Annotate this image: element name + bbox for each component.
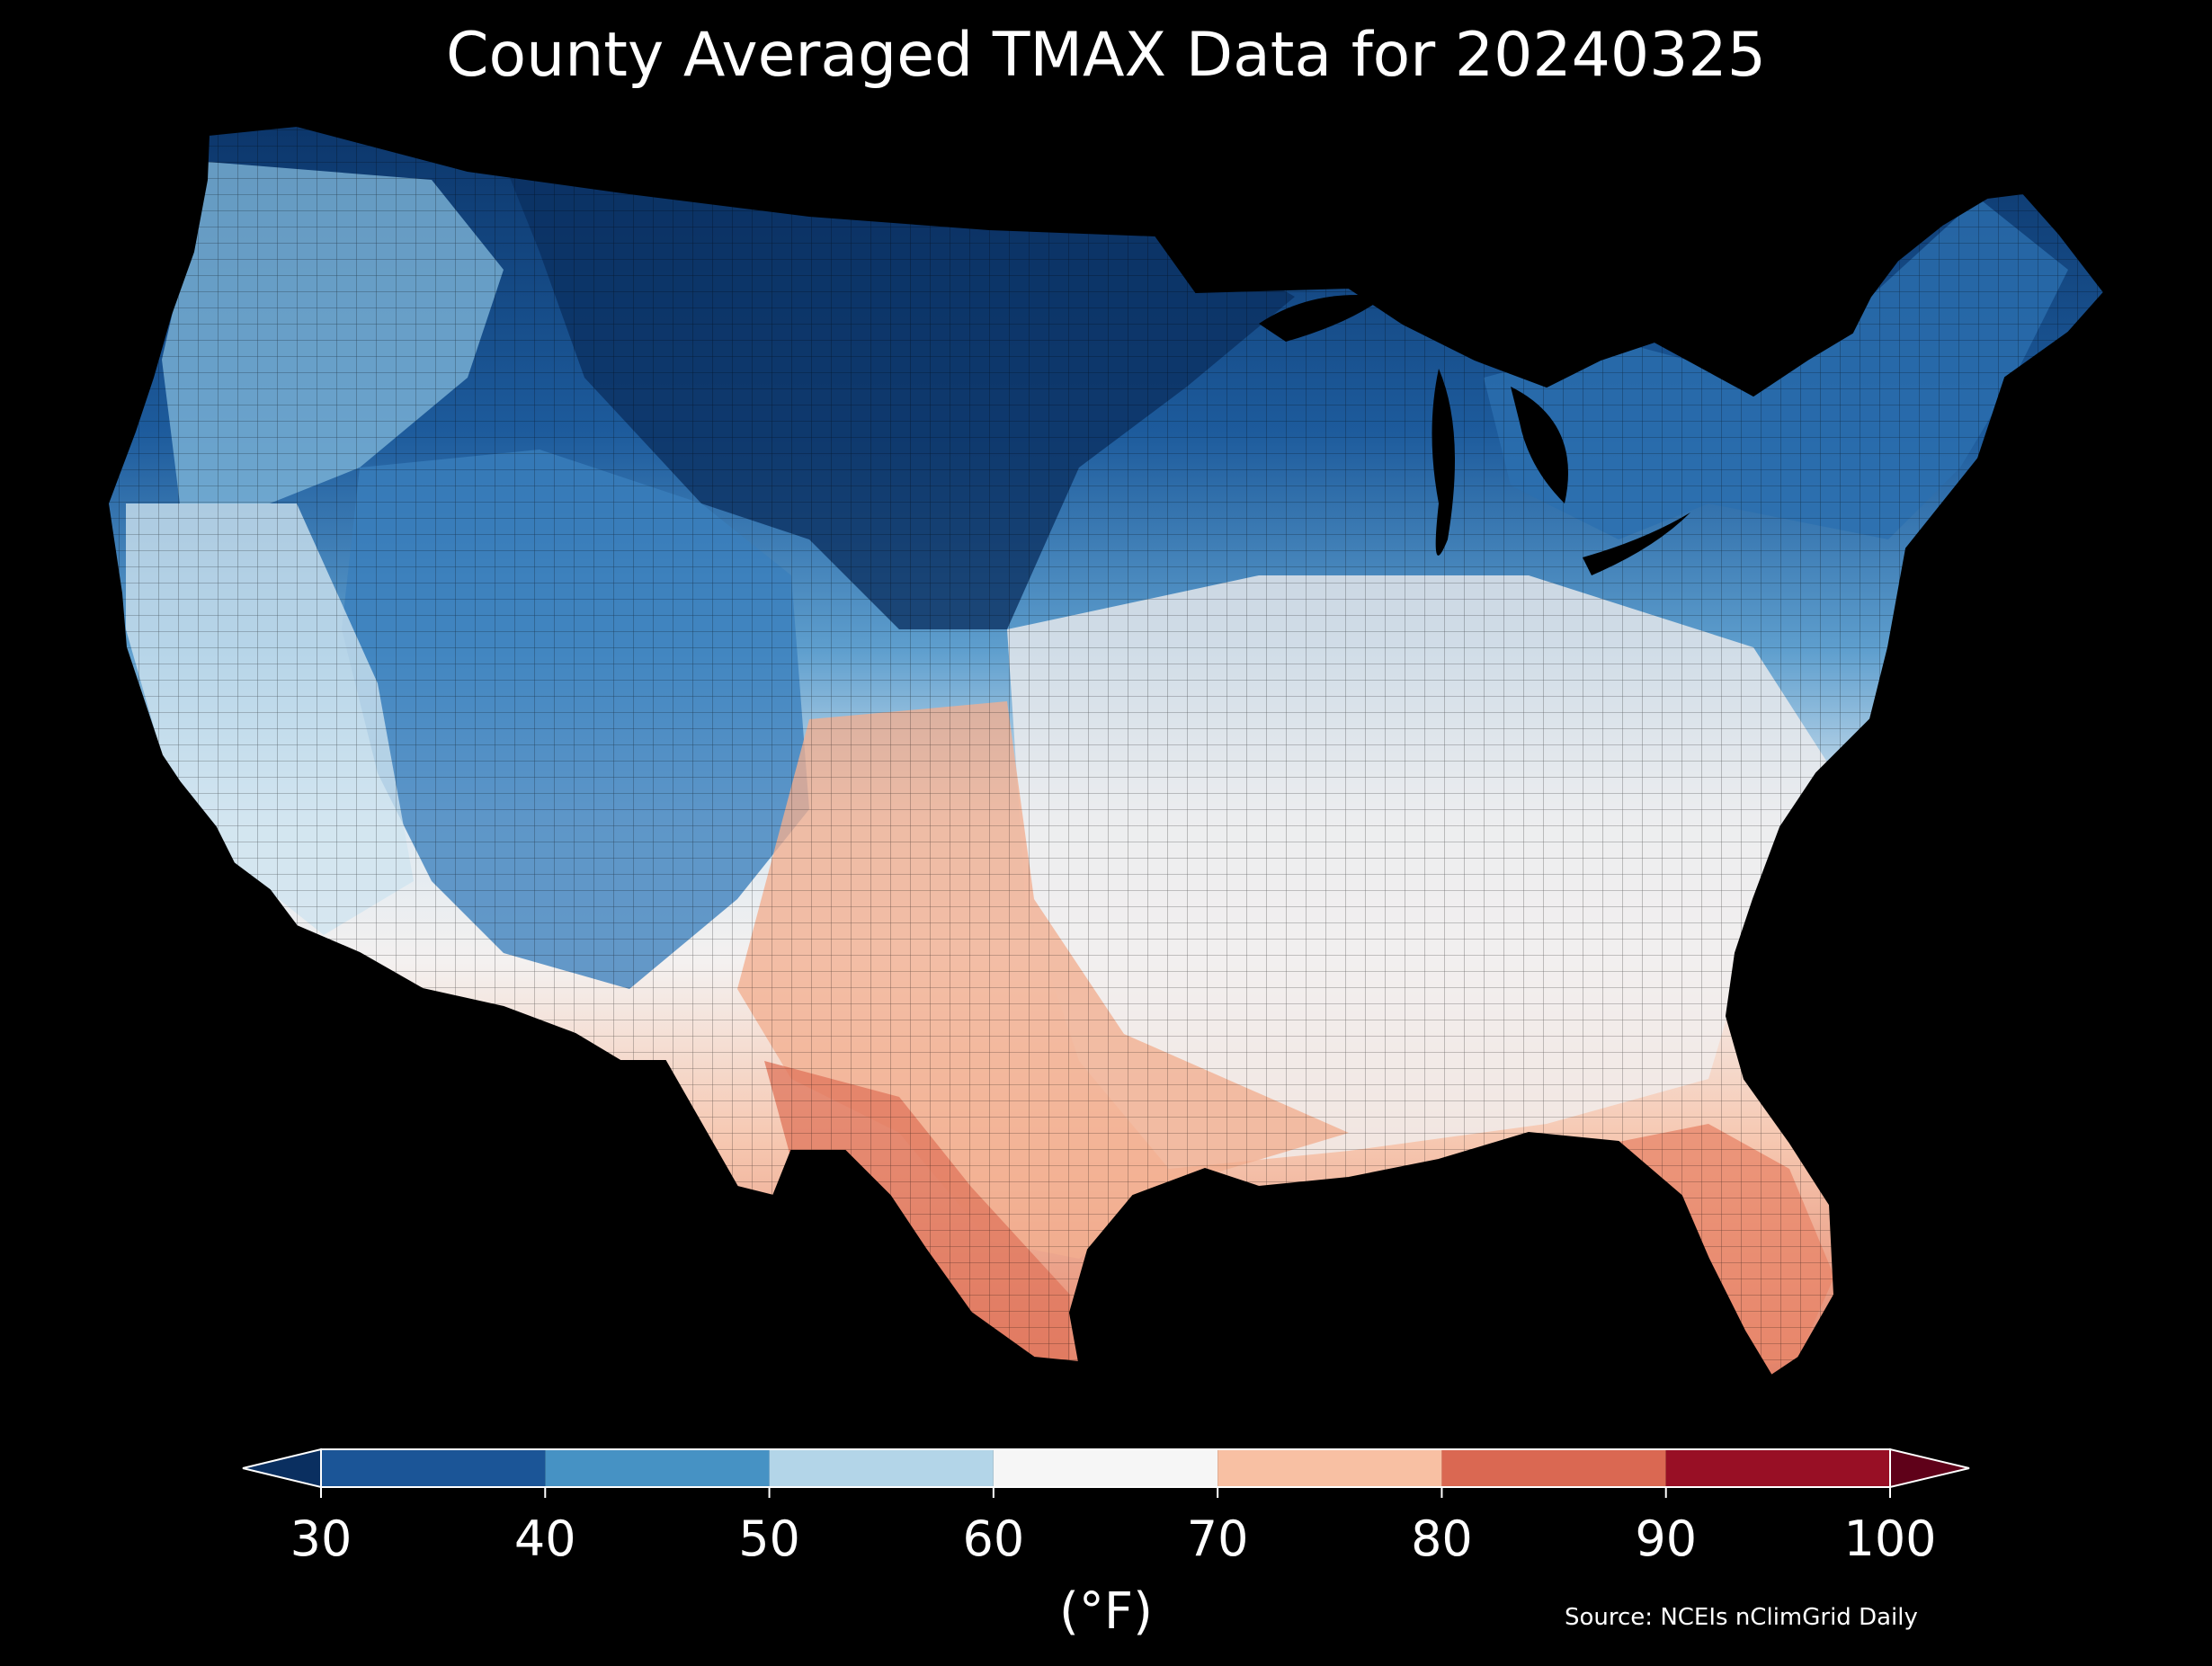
colorbar-unit-label: (°F): [1059, 1582, 1153, 1641]
colorbar-bin-70-80: [1217, 1449, 1442, 1487]
colorbar-tick-label-30: 30: [290, 1510, 352, 1567]
colorbar-tick-label-60: 60: [962, 1510, 1025, 1567]
colorbar-tick-label-100: 100: [1843, 1510, 1937, 1567]
colorbar-under-arrow: [242, 1448, 322, 1489]
lake-superior: [1259, 295, 1385, 342]
colorbar-frame: [320, 1448, 1891, 1488]
colorbar-over-arrow: [1889, 1448, 1970, 1489]
source-credit: Source: NCEIs nClimGrid Daily: [1565, 1604, 1918, 1631]
colorbar-tick-label-80: 80: [1411, 1510, 1473, 1567]
colorbar-tick-label-40: 40: [513, 1510, 576, 1567]
colorbar-bin-40-50: [545, 1449, 770, 1487]
colorbar-bin-80-90: [1441, 1449, 1666, 1487]
map-title: County Averaged TMAX Data for 20240325: [446, 20, 1766, 91]
colorbar-bins: [321, 1449, 1890, 1487]
colorbar-bin-60-70: [993, 1449, 1218, 1487]
colorbar-bin-30-40: [321, 1449, 546, 1487]
lake-erie: [1583, 512, 1690, 575]
colorbar-ticks: [320, 1487, 1891, 1498]
colorbar-tick-label-50: 50: [738, 1510, 800, 1567]
lake-michigan: [1432, 369, 1455, 556]
colorbar-tick-label-90: 90: [1635, 1510, 1698, 1567]
colorbar-bin-50-60: [769, 1449, 994, 1487]
colorbar-tick-label-70: 70: [1186, 1510, 1249, 1567]
lake-huron: [1511, 387, 1568, 503]
colorbar-bin-90-100: [1665, 1449, 1890, 1487]
